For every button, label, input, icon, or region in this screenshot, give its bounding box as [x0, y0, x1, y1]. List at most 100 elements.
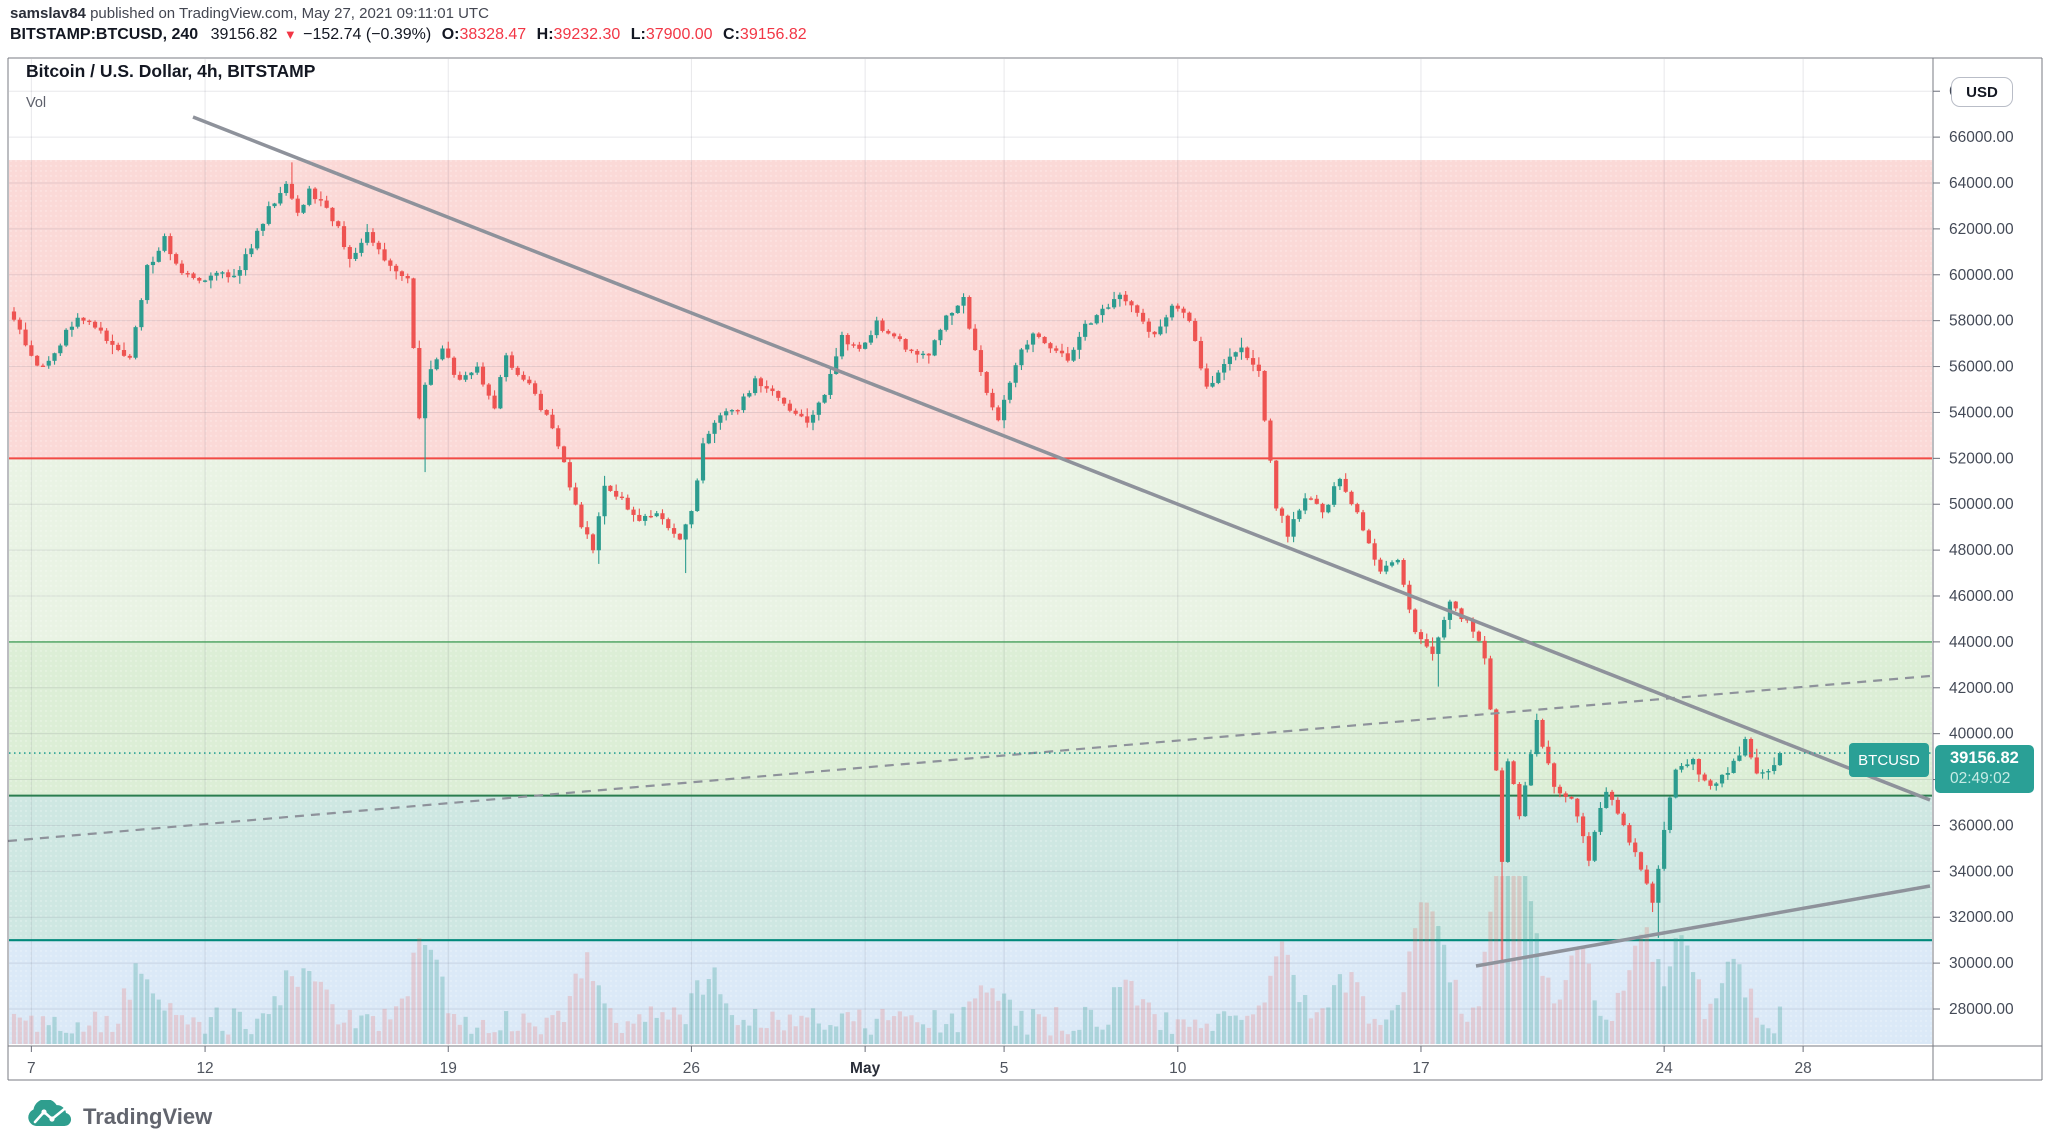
volume-bar [573, 973, 578, 1044]
candle-body [1036, 333, 1041, 337]
candle-body [266, 206, 271, 224]
candle-body [1355, 504, 1360, 513]
volume-bar [1204, 1023, 1209, 1044]
candle-body [150, 261, 156, 266]
volume-bar [1268, 975, 1273, 1044]
volume-bar [1245, 1015, 1250, 1044]
volume-bar [1557, 999, 1563, 1044]
volume-bar [1708, 1003, 1713, 1044]
volume-bar [382, 1008, 387, 1044]
volume-bar [58, 1030, 63, 1044]
candle-body [1326, 504, 1331, 513]
volume-bar [567, 995, 572, 1044]
volume-bar [336, 1024, 341, 1044]
candle-body [1627, 825, 1632, 843]
volume-bar [967, 1001, 972, 1044]
volume-bar [1279, 941, 1285, 1044]
volume-bar [1476, 1006, 1481, 1044]
candle-body [724, 411, 729, 416]
candle-body [903, 339, 908, 350]
candle-body [857, 344, 862, 349]
volume-bar [915, 1022, 920, 1044]
volume-bar [753, 1008, 758, 1044]
candle-body [602, 485, 607, 517]
currency-toggle-button[interactable]: USD [1951, 77, 2013, 107]
candle-body [1592, 831, 1597, 861]
tradingview-logo[interactable]: TradingView [28, 1100, 212, 1134]
candle-body [1401, 559, 1406, 585]
volume-bar [1592, 1000, 1597, 1044]
candle-body [376, 242, 381, 250]
candle-body [839, 334, 845, 357]
candle-body [1505, 761, 1510, 862]
candle-body [631, 509, 636, 515]
candle-body [1482, 640, 1487, 659]
candle-body [1708, 780, 1713, 786]
candle-body [718, 415, 723, 423]
candle-body [1042, 336, 1047, 344]
candle-body [909, 349, 914, 352]
candle-body [336, 221, 341, 227]
volume-bar [1465, 1021, 1470, 1044]
price-axis-label: 60000.00 [1949, 267, 2014, 284]
volume-bar [411, 952, 416, 1044]
candle-body [255, 230, 260, 249]
volume-bar [834, 1026, 839, 1044]
volume-bar [1337, 974, 1343, 1044]
candle-body [29, 345, 34, 356]
candle-body [498, 377, 503, 409]
candle-body [1615, 799, 1620, 814]
volume-bar [938, 1032, 943, 1044]
volume-bar [1303, 995, 1308, 1044]
volume-bar [23, 1020, 28, 1044]
candle-body [179, 263, 185, 274]
candle-body [318, 199, 323, 201]
candle-body [671, 528, 677, 534]
price-axis-label: 44000.00 [1949, 634, 2014, 651]
volume-bar [1274, 956, 1279, 1044]
volume-bar [92, 1011, 98, 1044]
candle-body [1279, 508, 1285, 516]
volume-bar [1169, 1033, 1175, 1044]
volume-bar [666, 1019, 671, 1044]
volume-bar [1731, 958, 1736, 1044]
volume-bar [81, 1031, 86, 1044]
candle-body [457, 374, 462, 380]
candle-body [133, 327, 138, 358]
volume-bar [1059, 1030, 1065, 1044]
candle-body [1470, 619, 1476, 632]
candle-body [1083, 323, 1088, 337]
candle-body [35, 355, 40, 366]
candle-body [307, 188, 312, 205]
volume-bar [69, 1033, 74, 1044]
volume-bar [793, 1026, 798, 1044]
volume-bar [11, 1013, 17, 1044]
candle-body [677, 533, 682, 540]
candle-body [81, 317, 86, 321]
volume-bar [318, 981, 323, 1044]
candle-body [1059, 350, 1065, 354]
candle-body [1656, 868, 1661, 903]
volume-bar [1355, 982, 1360, 1044]
volume-bar [1580, 947, 1586, 1044]
volume-bar [724, 1003, 729, 1044]
candle-body [805, 416, 810, 423]
volume-bar [643, 1021, 648, 1044]
volume-bar [538, 1034, 543, 1044]
volume-bar [133, 963, 138, 1044]
candle-body [1743, 739, 1748, 756]
volume-bar [1100, 1029, 1105, 1044]
volume-bar [677, 1014, 682, 1044]
candle-body [231, 275, 237, 278]
volume-bar [486, 1033, 491, 1044]
volume-indicator-label[interactable]: Vol [26, 95, 47, 111]
candle-body [1395, 559, 1400, 563]
candle-body [961, 297, 966, 306]
candle-body [1413, 609, 1418, 633]
volume-bar [1094, 1026, 1099, 1044]
price-axis-label: 46000.00 [1949, 588, 2014, 605]
symbol-interval[interactable]: BITSTAMP:BTCUSD, 240 [10, 26, 199, 43]
volume-bar [1117, 987, 1122, 1044]
candle-body [967, 297, 972, 329]
